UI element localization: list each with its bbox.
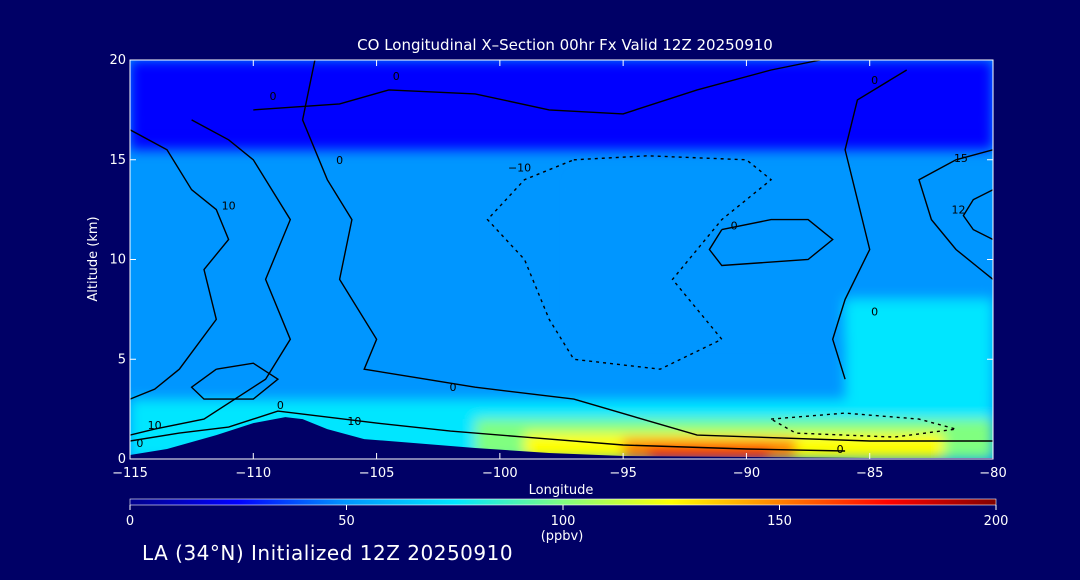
- contour-0-east: [831, 69, 908, 380]
- y-tick-label: 0: [118, 452, 126, 467]
- contour-12-east: [962, 189, 993, 241]
- contour-label: 0: [393, 70, 400, 83]
- terrain-shape: [130, 417, 993, 459]
- contour-label: 0: [731, 220, 738, 233]
- colorbar-tick-label: 0: [126, 514, 134, 529]
- x-axis-label: Longitude: [529, 483, 594, 498]
- contour-neg10-center: [486, 155, 773, 370]
- x-tick-label: −95: [609, 466, 636, 481]
- field-band-surface-peak: [647, 447, 772, 459]
- contour-0-low: [190, 362, 280, 400]
- y-tick-label: 10: [109, 253, 126, 268]
- contour-0-ridge: [301, 60, 993, 442]
- contour-label: 15: [954, 152, 968, 165]
- contour-10-west: [130, 119, 292, 436]
- x-tick-label: −115: [112, 466, 148, 481]
- colorbar-tick-label: 100: [551, 514, 576, 529]
- contour-label: 0: [871, 305, 878, 318]
- footer-text: LA (34°N) Initialized 12Z 20250910: [142, 541, 514, 565]
- x-axis: −115 −110 −105 −100 −95 −90 −85 −80: [112, 60, 1007, 481]
- contour-label: 0: [336, 154, 343, 167]
- contour-0-box: [708, 218, 834, 267]
- y-tick-label: 5: [118, 352, 126, 367]
- x-tick-label: −90: [733, 466, 760, 481]
- contour-label: −10: [508, 162, 531, 175]
- field-band-east-low: [845, 299, 993, 400]
- colorbar-label: (ppbv): [541, 529, 584, 544]
- contour-lines: [130, 60, 993, 452]
- x-tick-label: −100: [482, 466, 518, 481]
- contour-15-east: [918, 149, 993, 280]
- contour-0-west: [130, 129, 230, 400]
- contour-10-boundary: [130, 410, 846, 452]
- colorbar-tick-label: 150: [767, 514, 792, 529]
- x-tick-label: −80: [979, 466, 1006, 481]
- field-band-upper: [130, 119, 993, 150]
- contour-label: 10: [222, 200, 236, 213]
- contour-label: 10: [347, 415, 361, 428]
- co-field: [130, 60, 993, 459]
- contour-label: 0: [136, 437, 143, 450]
- contour-label: 12: [951, 204, 965, 217]
- colorbar-tick-label: 50: [338, 514, 355, 529]
- contour-label: 0: [871, 74, 878, 87]
- colorbar: [129, 498, 997, 506]
- contour-label: 0: [277, 399, 284, 412]
- contour-label: 0: [450, 381, 457, 394]
- x-tick-label: −105: [359, 466, 395, 481]
- colorbar-tick-label: 200: [984, 514, 1009, 529]
- y-axis: 0 5 10 15 20: [109, 53, 993, 467]
- x-tick-label: −110: [235, 466, 271, 481]
- y-tick-label: 20: [109, 53, 126, 68]
- y-tick-label: 15: [109, 153, 126, 168]
- chart-title: CO Longitudinal X–Section 00hr Fx Valid …: [357, 36, 773, 54]
- contour-label: 0: [837, 443, 844, 456]
- y-axis-label: Altitude (km): [86, 216, 101, 301]
- contour-label: 0: [270, 90, 277, 103]
- terrain-mask: [130, 417, 993, 459]
- x-tick-label: −85: [856, 466, 883, 481]
- contour-0-upper: [253, 60, 821, 115]
- contour-label: 10: [148, 419, 162, 432]
- colorbar-ticks: 0 50 100 150 200: [126, 505, 1009, 529]
- contour-labels: 0 0 0 0 −10 10 0 15 12 0 0 0 10 10 0 0: [136, 70, 968, 456]
